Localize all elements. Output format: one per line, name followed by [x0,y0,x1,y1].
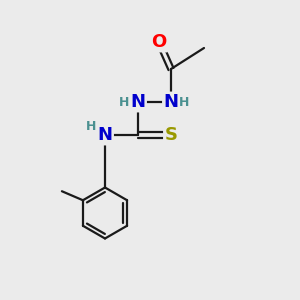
Text: N: N [130,93,146,111]
Text: N: N [98,126,112,144]
Text: O: O [152,33,166,51]
Text: H: H [86,119,97,133]
Text: S: S [164,126,178,144]
Text: N: N [164,93,178,111]
Text: H: H [179,95,190,109]
Text: H: H [119,95,130,109]
